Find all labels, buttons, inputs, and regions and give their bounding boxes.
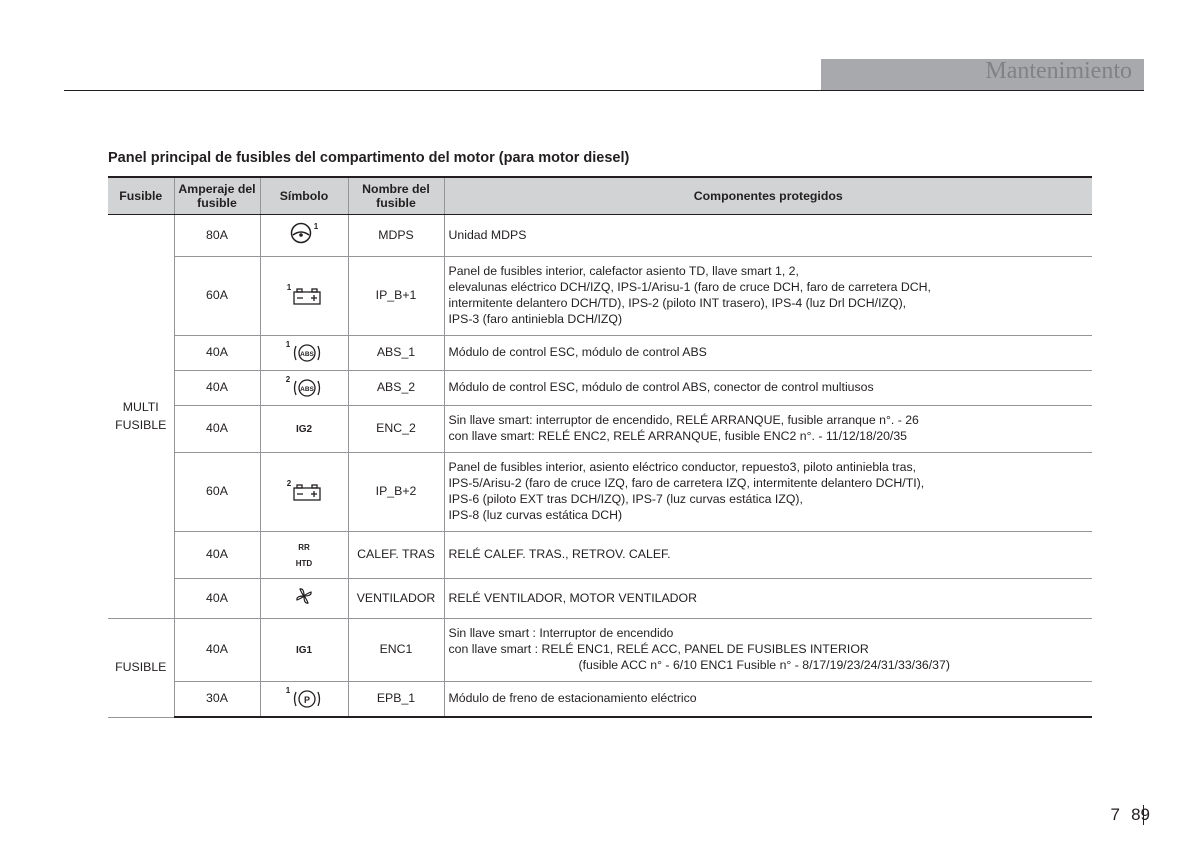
group-fusible: FUSIBLE [108, 619, 174, 717]
footer-page: 89 [1131, 805, 1150, 825]
fuse-table: Fusible Amperaje del fusible Símbolo Nom… [108, 176, 1092, 718]
page-section-title: Mantenimiento [985, 58, 1132, 85]
parking-brake-icon: 1 P [286, 689, 322, 709]
desc-cell: Panel de fusibles interior, calefactor a… [444, 257, 1092, 336]
group-multi-fusible: MULTI FUSIBLE [108, 215, 174, 619]
desc-cell: Módulo de control ESC, módulo de control… [444, 336, 1092, 371]
table-row: 40A IG2 ENC_2 Sin llave smart: interrupt… [108, 406, 1092, 453]
amp-cell: 40A [174, 532, 260, 579]
th-nombre: Nombre del fusible [348, 177, 444, 215]
battery-icon: 1 [287, 287, 321, 305]
table-row: 40A RR HTD CALEF. TRAS RELÉ CALEF. TRAS.… [108, 532, 1092, 579]
table-row: FUSIBLE 40A IG1 ENC1 Sin llave smart : I… [108, 619, 1092, 682]
name-cell: ABS_1 [348, 336, 444, 371]
symbol-cell: 1 P [260, 682, 348, 718]
table-row: 60A 2 IP_B+2 Panel de fusibles interior,… [108, 453, 1092, 532]
table-row: 40A 2 ABS ABS_2 Módulo de control ESC, m… [108, 371, 1092, 406]
desc-cell: RELÉ CALEF. TRAS., RETROV. CALEF. [444, 532, 1092, 579]
symbol-cell: 1 [260, 257, 348, 336]
main-content: Panel principal de fusibles del comparti… [108, 150, 1092, 718]
amp-cell: 40A [174, 619, 260, 682]
desc-cell: Sin llave smart: interruptor de encendid… [444, 406, 1092, 453]
ig1-text-icon: IG1 [296, 645, 312, 656]
th-simbolo: Símbolo [260, 177, 348, 215]
symbol-cell: RR HTD [260, 532, 348, 579]
symbol-cell: 1 [260, 215, 348, 257]
abs-icon: 2 ABS [286, 378, 322, 398]
desc-cell: Módulo de control ESC, módulo de control… [444, 371, 1092, 406]
desc-cell: Módulo de freno de estacionamiento eléct… [444, 682, 1092, 718]
amp-cell: 40A [174, 336, 260, 371]
name-cell: IP_B+2 [348, 453, 444, 532]
amp-cell: 60A [174, 453, 260, 532]
svg-text:ABS: ABS [300, 386, 314, 393]
name-cell: ENC1 [348, 619, 444, 682]
name-cell: VENTILADOR [348, 579, 444, 619]
table-row: 30A 1 P EPB_1 Módulo de freno de estacio… [108, 682, 1092, 718]
name-cell: ENC_2 [348, 406, 444, 453]
th-componentes: Componentes protegidos [444, 177, 1092, 215]
abs-icon: 1 ABS [286, 343, 322, 363]
desc-cell: Unidad MDPS [444, 215, 1092, 257]
amp-cell: 40A [174, 371, 260, 406]
desc-line: (fusible ACC n° - 6/10 ENC1 Fusible n° -… [449, 658, 1087, 674]
name-cell: ABS_2 [348, 371, 444, 406]
rr-htd-text-icon: RR HTD [296, 543, 312, 568]
name-cell: MDPS [348, 215, 444, 257]
name-cell: EPB_1 [348, 682, 444, 718]
footer-chapter: 7 [1111, 805, 1120, 825]
symbol-cell: 2 ABS [260, 371, 348, 406]
symbol-cell: IG1 [260, 619, 348, 682]
th-fusible: Fusible [108, 177, 174, 215]
amp-cell: 40A [174, 406, 260, 453]
desc-cell: RELÉ VENTILADOR, MOTOR VENTILADOR [444, 579, 1092, 619]
table-row: 40A 1 ABS ABS_1 Módulo de control ESC, m… [108, 336, 1092, 371]
name-cell: CALEF. TRAS [348, 532, 444, 579]
symbol-cell: 1 ABS [260, 336, 348, 371]
th-amperaje: Amperaje del fusible [174, 177, 260, 215]
table-row: 60A 1 IP_B+1 Panel de fusibles interior,… [108, 257, 1092, 336]
desc-cell: Panel de fusibles interior, asiento eléc… [444, 453, 1092, 532]
table-row: 40A VENTILADOR RELÉ VENTILADOR, MOTOR VE… [108, 579, 1092, 619]
steering-wheel-icon: 1 [290, 222, 318, 244]
symbol-cell: IG2 [260, 406, 348, 453]
table-title: Panel principal de fusibles del comparti… [108, 150, 1092, 166]
header-rule [64, 90, 1144, 91]
fan-icon [294, 586, 314, 606]
desc-line: Sin llave smart : Interruptor de encendi… [449, 626, 674, 640]
symbol-cell [260, 579, 348, 619]
table-row: MULTI FUSIBLE 80A 1 MDPS Unidad MDPS [108, 215, 1092, 257]
name-cell: IP_B+1 [348, 257, 444, 336]
amp-cell: 60A [174, 257, 260, 336]
battery-icon: 2 [287, 483, 321, 501]
table-header-row: Fusible Amperaje del fusible Símbolo Nom… [108, 177, 1092, 215]
desc-cell: Sin llave smart : Interruptor de encendi… [444, 619, 1092, 682]
svg-text:ABS: ABS [300, 351, 314, 358]
symbol-cell: 2 [260, 453, 348, 532]
svg-text:P: P [304, 695, 310, 705]
desc-line: con llave smart : RELÉ ENC1, RELÉ ACC, P… [449, 642, 869, 656]
amp-cell: 30A [174, 682, 260, 718]
group-label: MULTI FUSIBLE [115, 400, 166, 431]
amp-cell: 80A [174, 215, 260, 257]
ig2-text-icon: IG2 [296, 424, 312, 435]
amp-cell: 40A [174, 579, 260, 619]
